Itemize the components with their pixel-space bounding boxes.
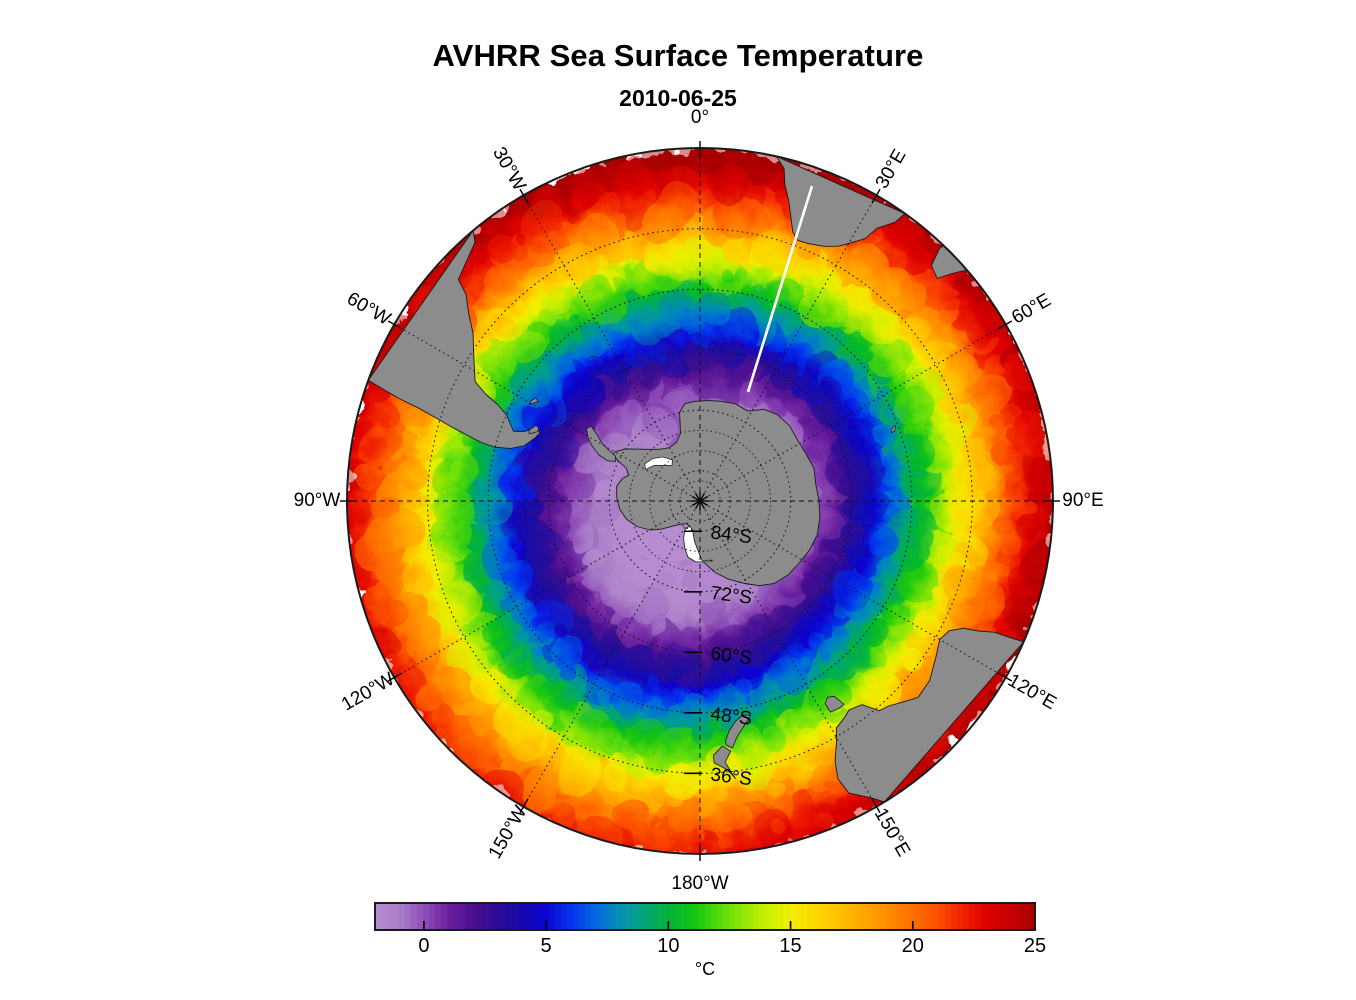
longitude-label: 90°W [294,490,341,511]
colorbar-ticks: 0 5 10 15 20 25 [418,921,1046,957]
longitude-label: 0° [691,107,709,128]
colorbar-tick-label: 15 [779,935,801,957]
latitude-label: 72°S [709,583,753,609]
latitude-label: 48°S [709,704,753,730]
longitude-label: 90°E [1062,490,1103,511]
latitude-labels: 84°S 72°S 60°S 48°S 36°S [684,522,753,790]
colorbar-tick-label: 10 [657,935,679,957]
colorbar-tick-label: 0 [418,935,429,957]
colorbar-tick-label: 20 [902,935,924,957]
colorbar-tick-label: 5 [541,935,552,957]
figure-subtitle-date: 2010-06-25 [619,85,737,111]
latitude-label: 84°S [709,522,753,548]
graticule [347,148,1053,854]
latitude-label: 60°S [709,643,753,669]
longitude-label: 180°W [671,873,728,894]
anomaly-white-line [746,185,814,393]
longitude-labels: 0°30°E60°E90°E120°E150°E180°W150°W120°W9… [294,107,1104,894]
colorbar-frame [374,902,1036,931]
page-title: AVHRR Sea Surface Temperature [432,38,924,73]
colorbar-unit-label: °C [695,959,715,979]
colorbar-tick-label: 25 [1024,935,1046,957]
south-pole-marker [691,492,709,510]
latitude-label: 36°S [709,764,753,790]
